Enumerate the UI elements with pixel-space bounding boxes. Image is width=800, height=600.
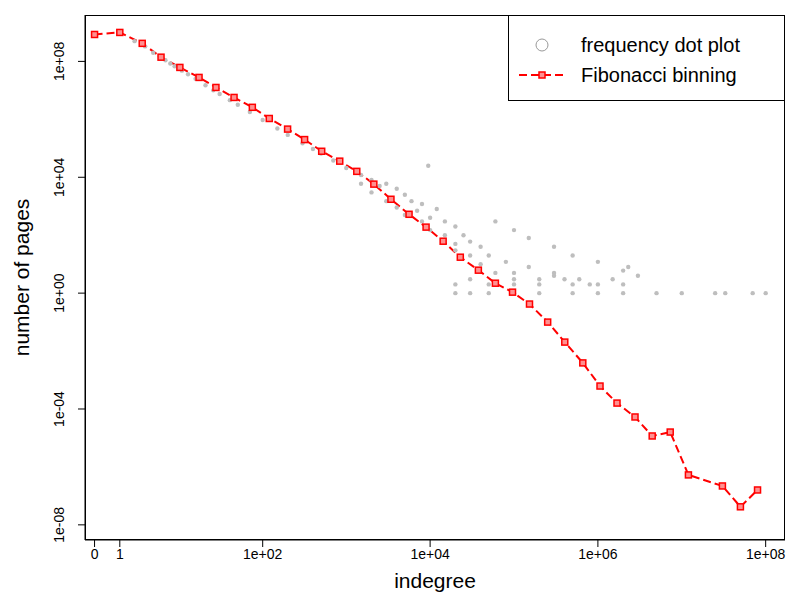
svg-text:1e-04: 1e-04 xyxy=(51,391,67,427)
svg-text:1e-08: 1e-08 xyxy=(51,507,67,543)
html-text:Fibonacci binning: Fibonacci binning xyxy=(581,63,737,86)
svg-text:1e+02: 1e+02 xyxy=(243,546,283,562)
svg-text:1: 1 xyxy=(116,546,124,562)
svg-text:number of pages: number of pages xyxy=(10,199,33,357)
svg-text:1e+04: 1e+04 xyxy=(410,546,450,562)
svg-text:1e+08: 1e+08 xyxy=(51,42,67,82)
html-text:frequency dot plot: frequency dot plot xyxy=(581,33,740,56)
svg-text:1e+00: 1e+00 xyxy=(51,273,67,313)
svg-text:1e+08: 1e+08 xyxy=(746,546,786,562)
svg-text:0: 0 xyxy=(91,546,99,562)
svg-text:1e+06: 1e+06 xyxy=(578,546,618,562)
svg-text:1e+04: 1e+04 xyxy=(51,157,67,197)
svg-text:indegree: indegree xyxy=(394,569,476,592)
